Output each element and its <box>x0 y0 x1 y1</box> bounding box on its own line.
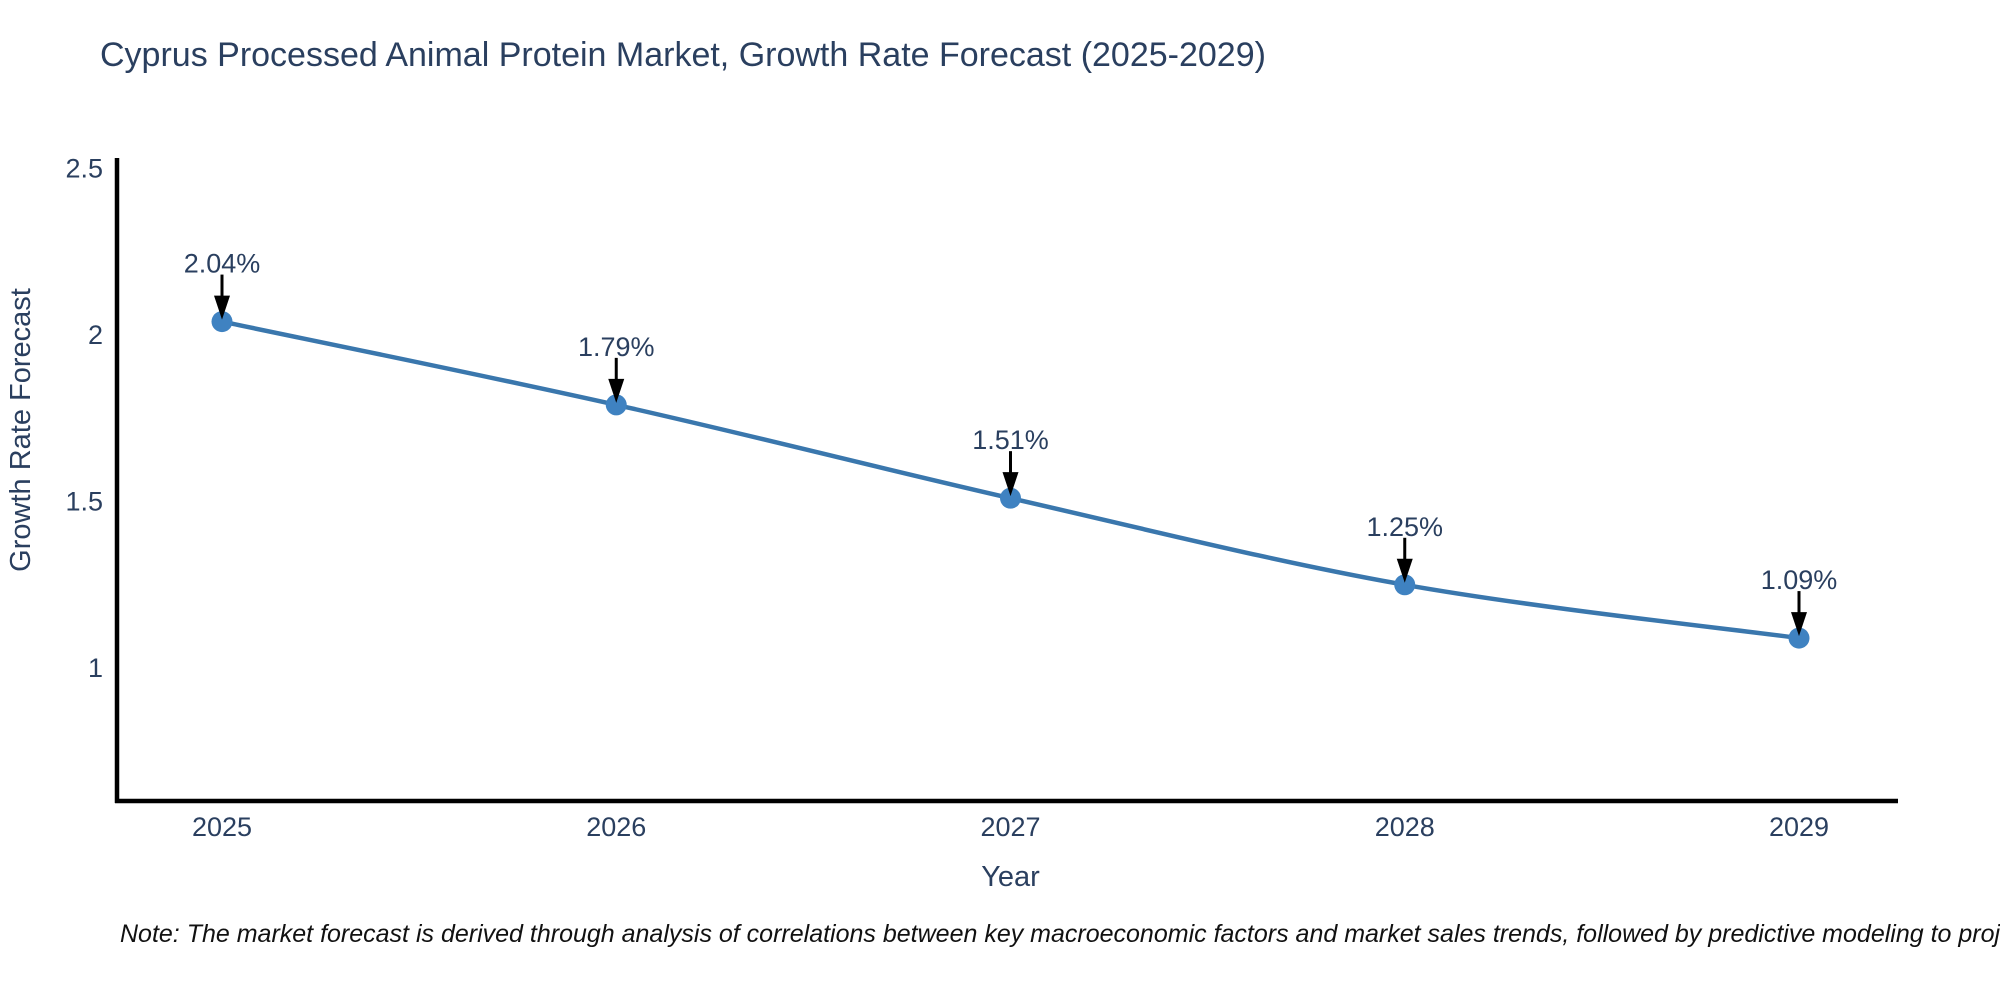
annotation-arrowhead <box>214 295 230 320</box>
data-point-marker <box>605 394 627 416</box>
x-tick-label: 2028 <box>1375 812 1435 842</box>
annotation-arrowhead <box>1396 558 1413 583</box>
data-point-marker <box>211 311 233 333</box>
y-tick-label: 1.5 <box>65 486 103 516</box>
x-tick-label: 2025 <box>192 812 252 842</box>
data-point-label: 1.79% <box>578 332 655 362</box>
y-tick-label: 2.5 <box>65 153 103 183</box>
data-point-label: 2.04% <box>184 249 261 279</box>
data-point-label: 1.09% <box>1761 565 1838 595</box>
x-tick-label: 2029 <box>1769 812 1829 842</box>
data-point-label: 1.51% <box>972 425 1049 455</box>
data-point-marker <box>1000 487 1021 509</box>
chart-title: Cyprus Processed Animal Protein Market, … <box>100 36 1266 74</box>
x-tick-label: 2026 <box>586 812 646 842</box>
data-point-label: 1.25% <box>1366 512 1443 542</box>
y-axis-title: Growth Rate Forecast <box>5 288 37 572</box>
x-axis-title: Year <box>981 861 1040 893</box>
y-tick-label: 1 <box>88 653 103 683</box>
data-point-marker <box>1394 574 1416 596</box>
x-tick-label: 2027 <box>980 812 1040 842</box>
data-point-marker <box>1788 627 1810 649</box>
annotation-arrowhead <box>1791 612 1807 637</box>
annotation-arrowhead <box>1002 472 1019 497</box>
annotation-arrowhead <box>608 378 625 403</box>
y-tick-label: 2 <box>88 320 103 350</box>
footnote: Note: The market forecast is derived thr… <box>120 920 2000 948</box>
